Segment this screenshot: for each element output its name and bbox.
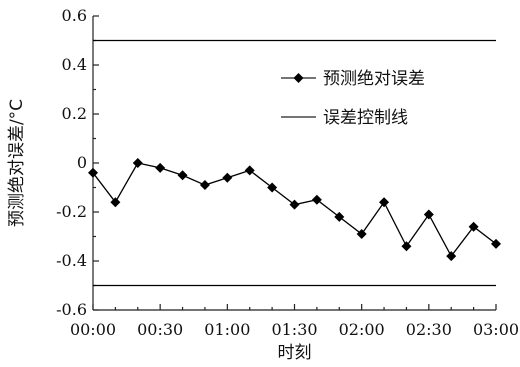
x-tick-label: 02:00	[339, 320, 385, 339]
legend-label-control: 误差控制线	[323, 108, 408, 128]
data-point	[110, 197, 121, 208]
x-tick-label: 03:00	[473, 320, 519, 339]
y-tick-label: -0.6	[56, 300, 87, 319]
data-point	[132, 158, 143, 168]
series-markers	[88, 158, 501, 262]
x-tick-label: 02:30	[406, 320, 452, 339]
data-point	[155, 162, 166, 173]
data-point	[356, 229, 367, 240]
legend-label-series: 预测绝对误差	[323, 69, 425, 89]
data-point	[401, 241, 412, 252]
y-tick-label: 0.2	[62, 104, 87, 123]
data-point	[379, 197, 390, 208]
y-tick-label: -0.2	[56, 202, 87, 221]
data-point	[222, 172, 233, 183]
x-ticks: 00:00 00:30 01:00 01:30 02:00 02:30 03:00	[70, 304, 519, 339]
data-point	[423, 209, 434, 220]
data-point	[468, 221, 479, 232]
y-axis-label: 预测绝对误差/°C	[7, 99, 27, 227]
data-point	[311, 194, 322, 205]
axes	[92, 16, 496, 311]
control-lines	[93, 39, 496, 287]
legend: 预测绝对误差 误差控制线	[281, 69, 425, 128]
y-tick-label: 0	[77, 153, 87, 172]
x-tick-label: 00:00	[70, 320, 116, 339]
y-tick-label: -0.4	[56, 251, 87, 270]
legend-diamond-marker	[293, 73, 304, 83]
y-tick-label: 0.4	[62, 55, 87, 74]
x-tick-label: 00:30	[137, 320, 183, 339]
data-point	[334, 211, 345, 222]
y-tick-label: 0.6	[62, 6, 87, 25]
data-point	[244, 165, 255, 176]
x-tick-label: 01:30	[271, 320, 317, 339]
data-point	[491, 238, 501, 249]
data-point	[199, 180, 210, 191]
x-tick-label: 01:00	[204, 320, 250, 339]
data-point	[446, 251, 457, 262]
data-point	[88, 167, 98, 178]
data-point	[267, 182, 278, 193]
data-point	[289, 199, 300, 210]
y-ticks: 0.6 0.4 0.2 0 -0.2 -0.4 -0.6	[56, 6, 99, 319]
x-axis-label: 时刻	[278, 343, 312, 363]
data-point	[177, 170, 188, 181]
